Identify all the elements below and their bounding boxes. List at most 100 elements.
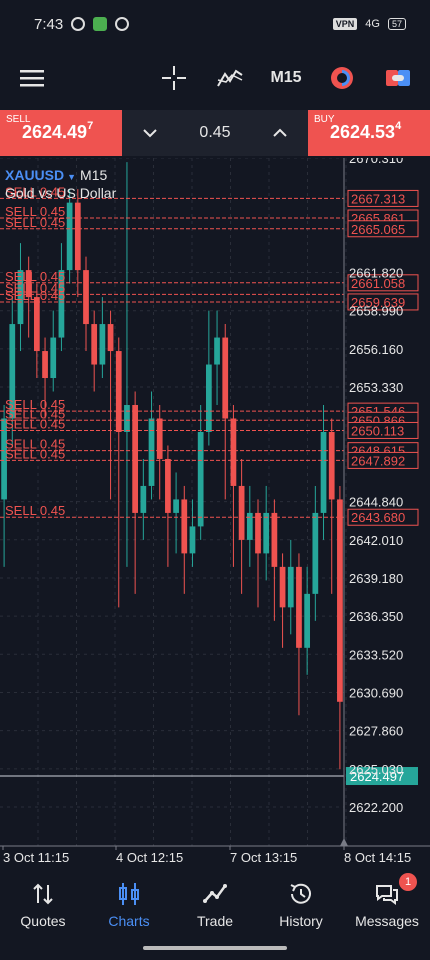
one-click-trading-panel: SELL 2624.497 0.45 BUY 2624.534 [0,108,430,158]
order-price-label: 2650.113 [351,423,404,438]
nav-quotes[interactable]: Quotes [3,881,83,929]
menu-button[interactable] [12,58,52,98]
sell-label: SELL [6,114,31,125]
sell-button[interactable]: SELL 2624.497 [0,110,122,156]
candle-body [132,405,139,513]
nav-trade[interactable]: Trade [175,881,255,929]
objects-button[interactable] [322,58,362,98]
hamburger-icon [20,70,44,87]
candle-body [17,270,24,325]
candle-body [328,431,335,500]
candle-body [140,485,147,513]
candle-body [173,499,179,513]
price-tick-label: 2633.520 [349,647,403,662]
crosshair-icon [162,66,186,90]
trade-button[interactable] [378,58,418,98]
time-tick-label: 4 Oct 12:15 [116,850,183,865]
time-tick-label: 8 Oct 14:15 [344,850,411,865]
candle-body [66,202,73,271]
nav-messages[interactable]: 1 Messages [347,873,427,929]
order-price-tag [347,293,419,311]
price-tick-label: 2656.160 [349,342,403,357]
app-notification-icon [93,17,108,31]
nav-messages-label: Messages [355,913,419,929]
candle-body [181,499,188,554]
price-tick-label: 2644.840 [349,495,403,510]
order-price-tag [347,451,419,469]
clock: 7:43 [34,15,64,33]
candle-body [124,405,130,432]
nav-charts[interactable]: Charts [89,881,169,929]
current-price-tag [346,767,418,786]
indicators-button[interactable] [210,58,250,98]
chart-toolbar: M15 [0,48,430,108]
battery-indicator: 57 [387,18,406,30]
nav-quotes-label: Quotes [20,913,66,929]
history-icon [290,883,311,904]
chevron-down-icon[interactable] [142,128,158,138]
bottom-navigation: Quotes Charts Trade History 1 Messages [0,870,430,940]
order-price-label: 2647.892 [351,453,405,468]
buy-button[interactable]: BUY 2624.534 [308,110,430,156]
objects-icon [331,67,353,89]
candle-body [230,418,237,486]
sell-order-label: SELL 0.45 [5,437,65,452]
order-price-label: 2665.065 [351,222,405,237]
price-tick-label: 2658.990 [349,304,403,319]
order-price-label: 2643.680 [351,510,405,525]
candle-body [50,337,57,379]
price-tick-label: 2642.010 [349,533,403,548]
indicator-icon [217,69,243,87]
candle-body [279,566,286,608]
candle-body [304,593,311,648]
sell-order-label: SELL 0.45 [5,280,65,295]
candle-body [312,512,319,594]
timeframe-button[interactable]: M15 [270,69,302,86]
messages-badge: 1 [399,873,417,891]
nav-history-label: History [279,913,323,929]
crosshair-button[interactable] [154,58,194,98]
candle-body [148,418,155,486]
candle-body [42,351,48,379]
price-tick-label: 2627.860 [349,724,403,739]
chevron-up-icon[interactable] [272,128,288,138]
candle-body [246,512,253,540]
symbol-description: Gold vs US Dollar [5,185,117,201]
order-price-tag [347,274,419,292]
order-price-label: 2661.058 [351,276,405,291]
candle-body [25,270,32,298]
candle-body [296,566,302,648]
sell-order-label: SELL 0.45 [5,288,65,303]
price-tick-label: 2622.200 [349,800,403,815]
buy-label: BUY [314,114,335,125]
candle-body [222,337,229,419]
candle-body [33,297,40,352]
sell-order-label: SELL 0.45 [5,269,65,284]
candle-body [238,485,245,540]
shift-marker [340,838,348,846]
price-tick-label: 2661.820 [349,266,403,281]
price-tick-label: 2670.310 [349,158,403,166]
sell-order-label: SELL 0.45 [5,397,65,412]
candle-body [214,337,220,365]
status-bar: 7:43 VPN 4G 57 [0,0,430,48]
volume-value[interactable]: 0.45 [199,124,231,141]
candle-body [165,458,171,513]
price-tick-label: 2625.030 [349,762,403,777]
candle-body [205,364,212,432]
price-chart[interactable]: SELL 0.45 2667.313 SELL 0.45 2665.861 SELL 0… [0,151,430,870]
candle-body [287,566,294,608]
current-price-label: 2624.497 [350,769,404,784]
nav-history[interactable]: History [261,881,341,929]
order-price-tag [347,189,419,207]
home-indicator [143,946,287,950]
network-indicator: 4G [365,18,380,30]
candle-body [337,499,343,702]
price-tick-label: 2653.330 [349,380,403,395]
order-price-tag [347,421,419,439]
sell-order-label: SELL 0.45 [5,184,65,199]
candle-body [115,351,122,432]
messages-icon [376,885,398,905]
nav-charts-label: Charts [108,913,150,929]
